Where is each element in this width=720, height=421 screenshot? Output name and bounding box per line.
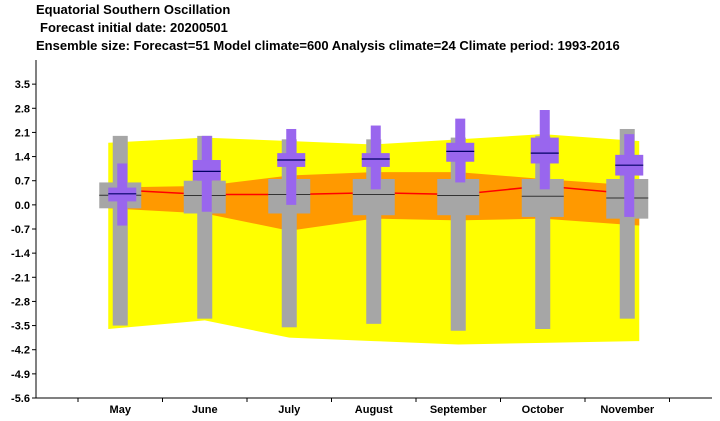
y-tick-label: 1.4 [15,152,31,164]
y-tick-label: 2.8 [15,103,30,115]
x-tick-label: July [278,404,301,416]
y-tick-label: -2.1 [11,272,30,284]
y-tick-label: 0.0 [15,200,30,212]
forecast-box [108,187,137,202]
y-tick-label: -5.6 [11,393,30,405]
x-tick-label: August [355,404,393,416]
x-tick-label: October [522,404,565,416]
x-tick-label: June [192,404,218,416]
forecast-box [530,137,559,164]
y-tick-label: -1.4 [11,248,31,260]
x-tick-label: September [430,404,488,416]
forecast-box [446,142,475,162]
y-tick-label: -2.8 [11,296,30,308]
y-tick-label: -3.5 [11,321,30,333]
x-tick-label: November [600,404,655,416]
y-tick-label: -4.9 [11,369,30,381]
x-tick-label: May [110,404,132,416]
y-tick-label: -4.2 [11,345,30,357]
ensemble-info-subtitle: Ensemble size: Forecast=51 Model climate… [36,38,620,53]
y-tick-label: 0.7 [15,176,30,188]
forecast-box [361,153,390,167]
forecast-box [192,160,221,181]
y-tick-label: -0.7 [11,224,30,236]
model-climate-box [437,178,480,216]
forecast-date-subtitle: Forecast initial date: 20200501 [40,20,228,35]
y-tick-label: 3.5 [15,79,30,91]
chart-title: Equatorial Southern Oscillation [36,2,231,17]
y-tick-label: 2.1 [15,127,30,139]
